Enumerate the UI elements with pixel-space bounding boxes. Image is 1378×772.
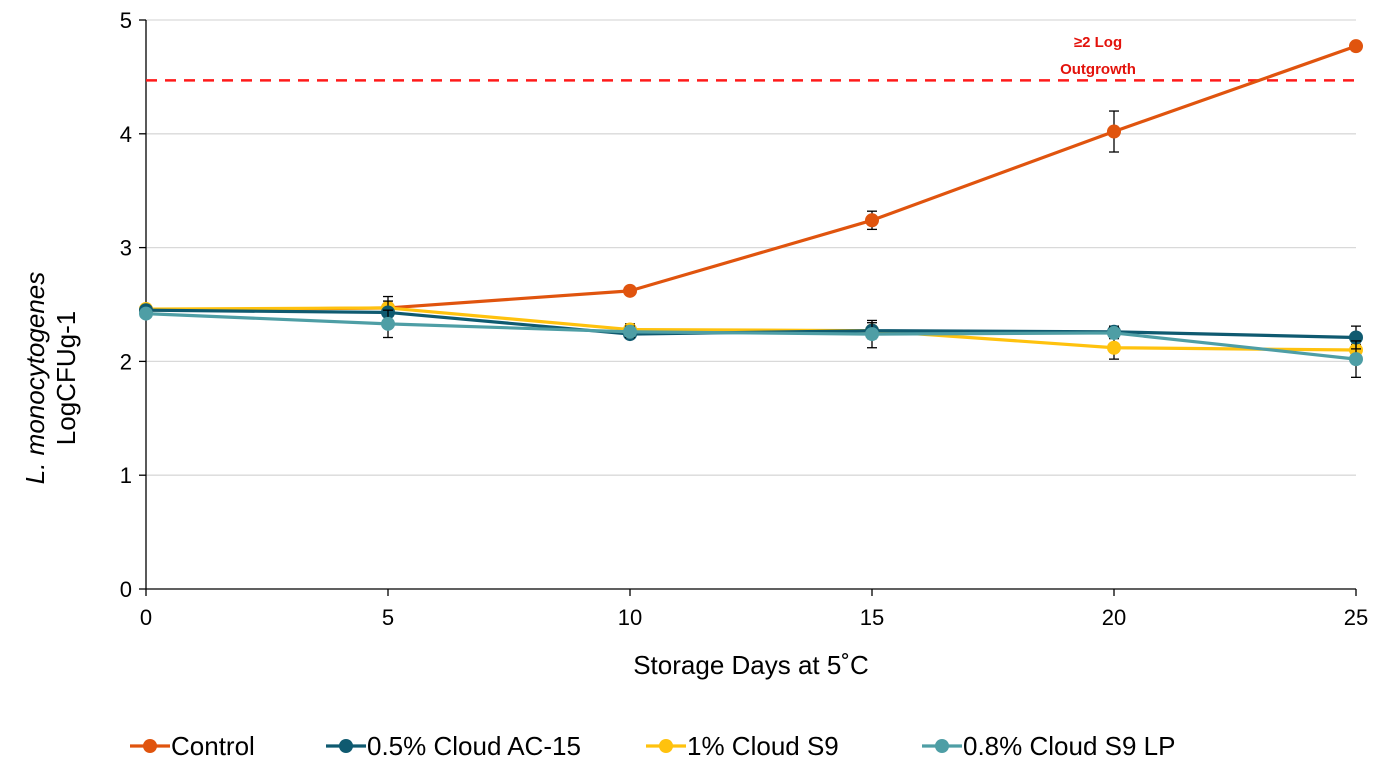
series-line bbox=[145, 312, 1357, 361]
x-tick-label: 5 bbox=[382, 605, 394, 630]
legend-label: 1% Cloud S9 bbox=[687, 731, 839, 761]
y-tick-label: 4 bbox=[120, 122, 132, 147]
y-tick-labels: 0 1 2 3 4 5 bbox=[120, 8, 146, 602]
y-tick-label: 1 bbox=[120, 463, 132, 488]
data-point bbox=[1349, 352, 1363, 367]
x-axis-title: Storage Days at 5˚C bbox=[633, 650, 869, 680]
gridlines bbox=[146, 19, 1356, 476]
legend-swatch-marker bbox=[659, 739, 673, 753]
data-point bbox=[623, 283, 637, 298]
threshold: ≥2 Log Outgrowth bbox=[146, 34, 1356, 82]
legend-swatch-marker bbox=[935, 739, 949, 753]
data-point bbox=[1107, 124, 1121, 139]
y-axis-title-line1: L. monocytogenes bbox=[20, 272, 50, 484]
series-line bbox=[145, 306, 1357, 352]
legend-label: Control bbox=[171, 731, 255, 761]
data-point bbox=[1349, 39, 1363, 54]
data-point bbox=[139, 306, 153, 321]
threshold-label-line1: ≥2 Log bbox=[1074, 34, 1122, 51]
legend-label: 0.5% Cloud AC-15 bbox=[367, 731, 581, 761]
x-tick-label: 15 bbox=[860, 605, 884, 630]
legend-label: 0.8% Cloud S9 LP bbox=[963, 731, 1175, 761]
legend-swatch-marker bbox=[339, 739, 353, 753]
threshold-label-line2: Outgrowth bbox=[1060, 61, 1136, 78]
data-point bbox=[623, 324, 637, 339]
y-axis-title-line2: LogCFUg-1 bbox=[51, 311, 81, 445]
series-3 bbox=[139, 306, 1363, 378]
y-tick-label: 3 bbox=[120, 236, 132, 261]
data-point bbox=[1107, 340, 1121, 355]
y-tick-label: 5 bbox=[120, 8, 132, 33]
x-tick-label: 25 bbox=[1344, 605, 1368, 630]
series-line bbox=[145, 44, 1357, 312]
data-point bbox=[1107, 325, 1121, 340]
data-point bbox=[381, 316, 395, 331]
axes bbox=[145, 20, 1356, 590]
legend-swatch-marker bbox=[143, 739, 157, 753]
data-point bbox=[865, 213, 879, 228]
data-point bbox=[865, 327, 879, 342]
series-2 bbox=[139, 295, 1363, 360]
y-tick-label: 2 bbox=[120, 349, 132, 374]
x-tick-label: 10 bbox=[618, 605, 642, 630]
x-tick-label: 20 bbox=[1102, 605, 1126, 630]
series bbox=[139, 39, 1363, 378]
x-tick-label: 0 bbox=[140, 605, 152, 630]
y-tick-label: 0 bbox=[120, 577, 132, 602]
x-tick-labels: 0 5 10 15 20 25 bbox=[140, 589, 1368, 630]
legend: Control 0.5% Cloud AC-15 1% Cloud S9 0.8% C… bbox=[130, 731, 1175, 761]
